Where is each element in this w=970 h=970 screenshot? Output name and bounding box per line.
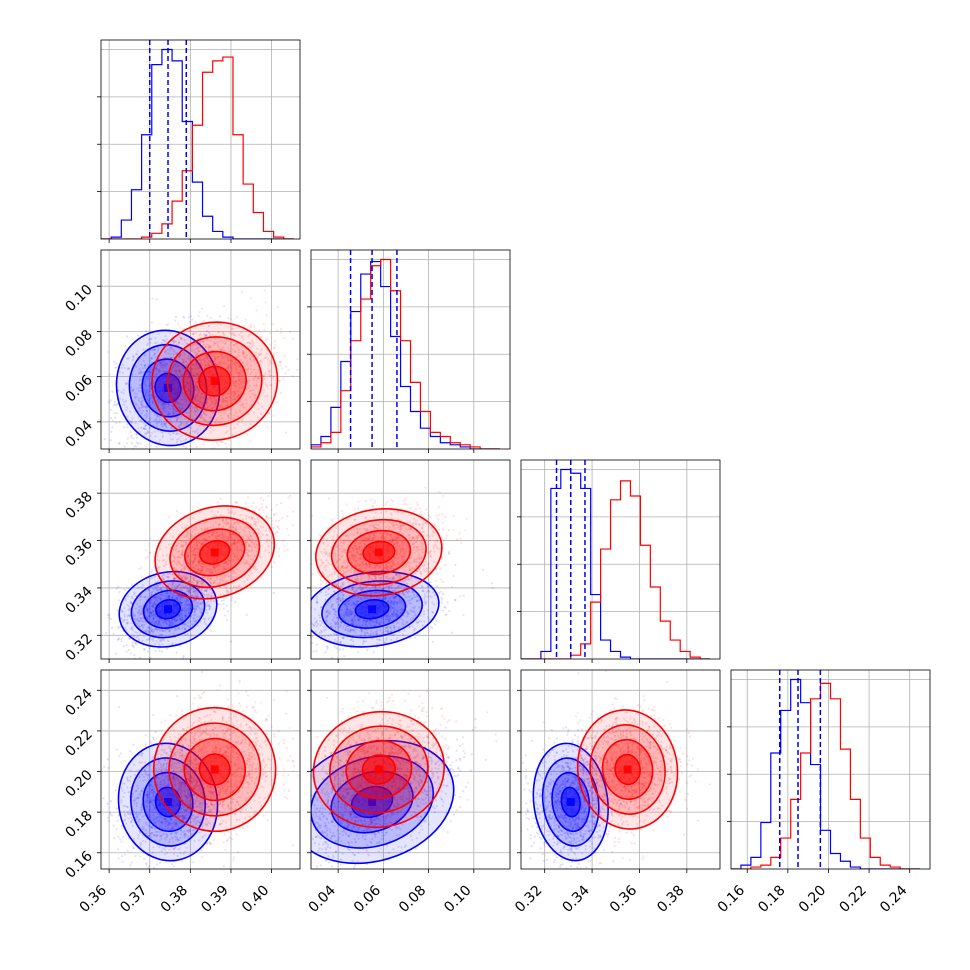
contour-series-0-level-2 <box>337 589 407 629</box>
panel-frame <box>310 459 511 660</box>
scatter-plot-area-2-0 <box>101 460 300 659</box>
contour-series-0-level-1 <box>321 580 423 639</box>
contour-series-0-level-2 <box>551 771 591 833</box>
histogram-series-0-step <box>521 468 711 659</box>
scatter-panel-2-1 <box>307 459 511 663</box>
contour-series-1-level-2 <box>601 738 654 801</box>
contour-series-1-level-3 <box>198 365 232 397</box>
contour-series-0-level-1 <box>130 757 206 847</box>
panel-frame <box>310 669 511 870</box>
contour-series-0-level-3 <box>354 599 390 620</box>
contour-series-0-level-1 <box>541 757 600 847</box>
contour-series-1-level-3 <box>362 540 396 565</box>
contour-series-0-level-2 <box>142 771 194 833</box>
scatter-plot-area-1-0 <box>101 250 300 449</box>
density-peak-series-1 <box>210 377 219 386</box>
density-peak-series-1 <box>210 548 219 557</box>
contour-series-1-level-3 <box>361 754 396 785</box>
contour-series-1-level-2 <box>182 350 247 412</box>
density-peak-series-1 <box>374 548 383 557</box>
contour-series-1-level-0 <box>154 505 276 600</box>
density-peak-series-0 <box>368 797 377 806</box>
density-peak-series-0 <box>164 605 173 614</box>
histogram-plot-area-1 <box>311 250 510 449</box>
contour-series-0-level-2 <box>142 589 194 629</box>
contour-series-1-level-2 <box>346 529 412 575</box>
density-peak-series-0 <box>566 797 575 806</box>
contour-series-1-level-2 <box>184 528 246 577</box>
contour-series-1-level-0 <box>576 709 679 830</box>
panel-frame <box>730 669 931 870</box>
scatter-plot-area-3-1 <box>311 670 510 869</box>
contour-series-0-level-0 <box>311 570 440 648</box>
contour-series-0-level-0 <box>532 742 609 862</box>
density-peak-series-0 <box>368 605 377 614</box>
contour-series-0-level-3 <box>155 599 182 620</box>
histogram-series-1-step <box>521 480 711 659</box>
contour-series-0-level-1 <box>130 580 206 639</box>
scatter-panel-3-1: 0.04 0.06 0.08 0.10 <box>306 669 511 916</box>
histogram-plot-area-0 <box>101 40 300 239</box>
histogram-series-1-step <box>311 258 501 449</box>
contour-series-1-level-1 <box>166 336 263 427</box>
contour-series-1-level-0 <box>315 508 443 597</box>
contour-series-1-level-2 <box>345 739 413 800</box>
histogram-plot-area-2 <box>521 460 720 659</box>
histogram-series-0-step <box>101 48 294 239</box>
scatter-panel-3-0: 0.36 0.37 0.38 0.39 0.400.160.180.200.220.24 <box>62 669 301 916</box>
contour-series-0-level-1 <box>311 755 435 849</box>
contour-series-1-level-0 <box>152 706 277 833</box>
contour-series-1-level-1 <box>169 516 261 589</box>
contour-series-0-level-0 <box>311 739 455 865</box>
histogram-panel-1 <box>307 249 511 453</box>
contour-series-1-level-0 <box>312 710 445 829</box>
contour-series-1-level-3 <box>199 539 231 565</box>
density-peak-series-0 <box>164 797 173 806</box>
histogram-series-1-step <box>731 682 921 869</box>
panel-frame <box>100 459 301 660</box>
density-peak-series-1 <box>623 765 632 774</box>
histogram-plot-area-3 <box>731 670 930 869</box>
contour-series-1-level-1 <box>329 725 429 814</box>
histogram-panel-0 <box>97 39 301 243</box>
contour-series-1-level-0 <box>151 321 279 441</box>
scatter-plot-area-3-0 <box>101 670 300 869</box>
panel-frame <box>520 459 721 660</box>
contour-series-1-level-1 <box>168 722 262 817</box>
contour-series-1-level-3 <box>614 753 641 786</box>
panel-frame <box>100 39 301 240</box>
contour-series-0-level-2 <box>141 358 195 418</box>
scatter-plot-area-2-1 <box>311 460 510 659</box>
panel-frame <box>100 249 301 450</box>
contour-series-0-level-3 <box>154 372 182 404</box>
contour-series-0-level-3 <box>560 786 581 818</box>
density-peak-series-1 <box>374 765 383 774</box>
panel-frame <box>100 669 301 870</box>
scatter-panel-1-0: 0.040.060.080.10 <box>62 249 301 453</box>
scatter-plot-area-3-2 <box>521 670 720 869</box>
histogram-series-1-step <box>101 56 294 239</box>
contour-series-1-level-2 <box>183 737 246 802</box>
histogram-panel-2 <box>517 459 721 663</box>
density-peak-series-1 <box>210 765 219 774</box>
panel-frame <box>520 669 721 870</box>
scatter-panel-3-2: 0.32 0.34 0.36 0.38 <box>512 669 721 916</box>
contour-series-1-level-1 <box>330 518 427 586</box>
histogram-series-0-step <box>731 678 921 869</box>
contour-series-1-level-1 <box>589 724 666 815</box>
histogram-panel-3: 0.16 0.18 0.20 0.22 0.24 <box>715 669 931 916</box>
contour-series-1-level-3 <box>198 753 231 786</box>
panel-frame <box>310 249 511 450</box>
